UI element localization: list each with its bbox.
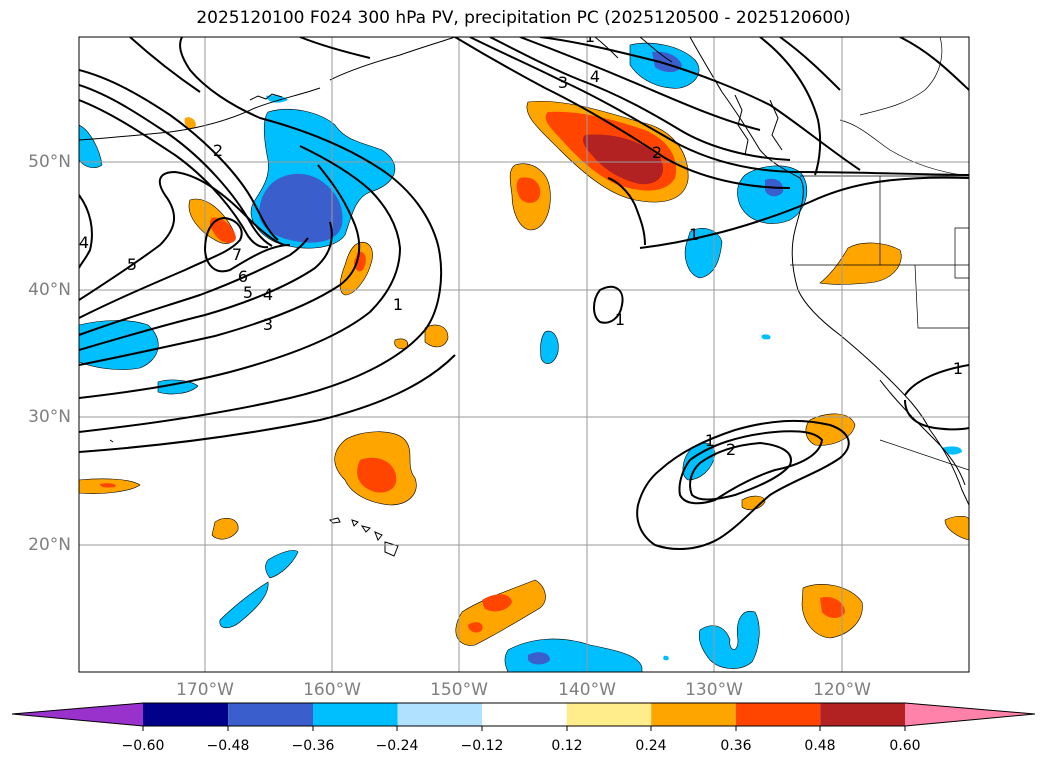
colorbar-swatch bbox=[143, 703, 229, 726]
contour-label: 2 bbox=[652, 143, 662, 162]
contour-label: 4 bbox=[79, 233, 89, 252]
contour-label: 1 bbox=[953, 359, 963, 378]
precip-positive-fill bbox=[79, 100, 969, 646]
lat-label: 30°N bbox=[28, 407, 71, 427]
colorbar-swatch bbox=[482, 703, 567, 726]
contour-label: 3 bbox=[558, 73, 568, 92]
contour-label: 2 bbox=[213, 141, 223, 160]
contour-label: 6 bbox=[238, 267, 248, 286]
contour-label: 1 bbox=[393, 295, 403, 314]
colorbar-extend-high bbox=[905, 703, 1035, 726]
colorbar bbox=[11, 702, 1036, 731]
contour-label: 5 bbox=[127, 255, 137, 274]
map-frame bbox=[78, 36, 970, 673]
map-title: 2025120100 F024 300 hPa PV, precipitatio… bbox=[196, 8, 851, 28]
colorbar-tick-label: 0.12 bbox=[551, 738, 583, 754]
contour-label: 3 bbox=[263, 315, 273, 334]
contour-label: 2 bbox=[726, 440, 736, 459]
lon-label: 120°W bbox=[813, 680, 871, 700]
colorbar-extend-low bbox=[12, 703, 143, 726]
contour-label: 4 bbox=[263, 285, 273, 304]
colorbar-tick-label: 0.36 bbox=[720, 738, 752, 754]
islands bbox=[109, 439, 399, 557]
political-borders bbox=[790, 37, 969, 471]
colorbar-tick-label: −0.60 bbox=[121, 738, 165, 754]
lon-label: 150°W bbox=[430, 680, 488, 700]
lat-label: 50°N bbox=[28, 152, 71, 172]
colorbar-swatch bbox=[397, 703, 482, 726]
colorbar-tick-label: 0.48 bbox=[804, 738, 836, 754]
lon-label: 170°W bbox=[176, 680, 234, 700]
colorbar-swatch bbox=[735, 703, 821, 726]
colorbar-swatch bbox=[651, 703, 736, 726]
contour-label: 1 bbox=[705, 431, 715, 450]
colorbar-tick-label: 0.60 bbox=[889, 738, 921, 754]
colorbar-swatch bbox=[228, 703, 313, 726]
colorbar-tick-label: −0.48 bbox=[206, 738, 250, 754]
graticule bbox=[79, 37, 969, 672]
contour-label: 4 bbox=[590, 67, 600, 86]
contour-label: 7 bbox=[232, 245, 242, 264]
colorbar-tick-label: 0.24 bbox=[635, 738, 667, 754]
lon-label: 140°W bbox=[558, 680, 616, 700]
pv-contours bbox=[79, 37, 969, 550]
colorbar-tick-label: −0.12 bbox=[460, 738, 504, 754]
lat-label: 40°N bbox=[28, 280, 71, 300]
colorbar-swatch bbox=[820, 703, 905, 726]
contour-label: 1 bbox=[585, 27, 595, 46]
contour-labels: 2 3 4 5 4 1 7 6 5 4 3 1 2 1 1 1 2 1 bbox=[79, 27, 963, 459]
colorbar-tick-label: −0.24 bbox=[375, 738, 419, 754]
contour-label: 1 bbox=[689, 225, 699, 244]
contour-label: 5 bbox=[243, 283, 253, 302]
contour-label: 1 bbox=[615, 310, 625, 329]
precip-negative-fill bbox=[79, 42, 962, 672]
coastlines bbox=[79, 37, 969, 506]
colorbar-swatch bbox=[566, 703, 652, 726]
lon-label: 160°W bbox=[303, 680, 361, 700]
colorbar-swatch bbox=[313, 703, 398, 726]
lat-label: 20°N bbox=[28, 535, 71, 555]
colorbar-tick-label: −0.36 bbox=[291, 738, 335, 754]
lon-label: 130°W bbox=[685, 680, 743, 700]
